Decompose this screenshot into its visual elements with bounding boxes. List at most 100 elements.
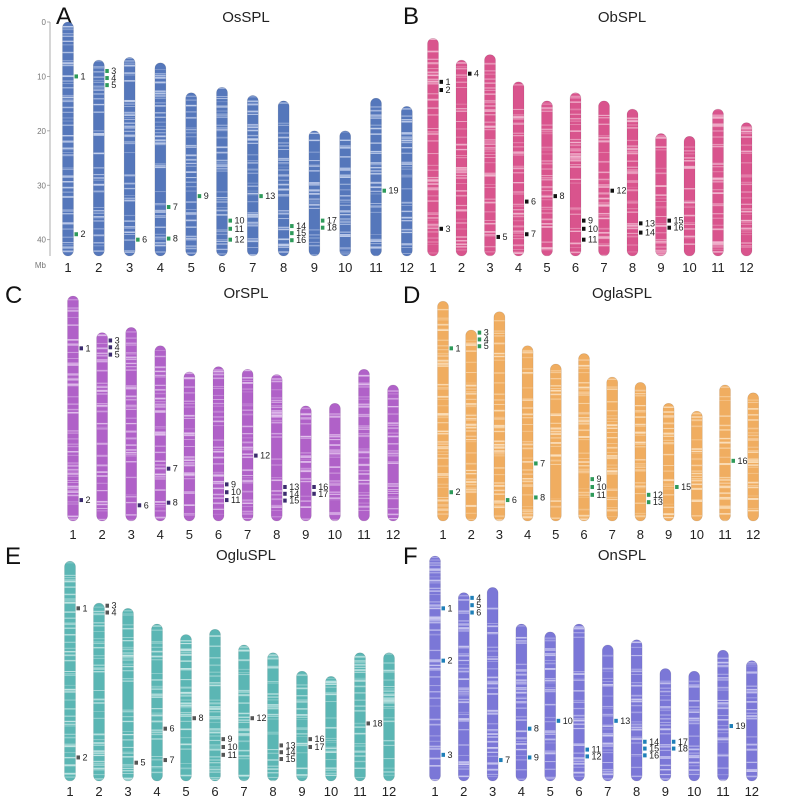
band	[401, 133, 413, 135]
band	[67, 339, 79, 341]
band	[631, 776, 643, 778]
band	[383, 693, 395, 695]
band	[484, 201, 496, 204]
band	[271, 412, 283, 414]
band	[238, 646, 250, 648]
band	[688, 774, 700, 775]
band	[429, 571, 441, 574]
gene-label: 6	[142, 235, 147, 245]
band	[238, 702, 250, 704]
band	[544, 659, 556, 662]
band	[458, 659, 470, 662]
band	[387, 454, 399, 457]
band	[124, 251, 136, 253]
chromosome-number: 12	[400, 260, 414, 275]
band	[154, 460, 166, 462]
band	[544, 780, 556, 781]
band	[64, 699, 76, 701]
band	[209, 721, 221, 723]
band	[209, 728, 221, 730]
band	[67, 503, 79, 505]
band	[278, 162, 290, 165]
gene-marker	[671, 739, 676, 744]
band	[550, 372, 562, 374]
band	[513, 235, 524, 237]
band	[213, 475, 224, 477]
band	[541, 103, 553, 105]
band	[522, 373, 534, 375]
band	[627, 148, 638, 151]
band	[339, 211, 351, 213]
band	[125, 395, 137, 397]
band	[62, 224, 74, 226]
band	[213, 493, 224, 496]
gene-marker	[449, 490, 453, 495]
band	[712, 125, 724, 128]
band	[634, 512, 646, 515]
band	[627, 139, 638, 142]
band	[627, 190, 638, 192]
gene-label: 12	[235, 235, 245, 245]
band	[339, 221, 351, 223]
band	[427, 231, 439, 233]
gene-marker	[197, 194, 202, 199]
band	[712, 117, 724, 119]
chromosome-number: 7	[240, 784, 247, 799]
chromosome-outline	[247, 95, 259, 257]
band	[124, 113, 136, 115]
band	[209, 762, 221, 764]
band	[544, 662, 556, 665]
band	[741, 203, 752, 205]
band	[296, 733, 308, 735]
chromosome-4: 478	[521, 345, 545, 542]
band	[541, 146, 553, 149]
band	[427, 179, 439, 181]
band	[242, 388, 254, 390]
band	[606, 473, 618, 475]
band	[185, 190, 197, 192]
band	[247, 138, 259, 140]
chromosome-bands	[578, 359, 590, 521]
band	[67, 432, 79, 434]
band	[267, 772, 279, 774]
gene-label: 6	[531, 197, 536, 207]
chromosome-outline	[429, 555, 441, 782]
band	[354, 705, 366, 707]
band	[663, 428, 675, 430]
band	[541, 226, 553, 228]
band	[154, 163, 166, 165]
band	[339, 253, 351, 255]
band	[339, 234, 351, 236]
band	[627, 251, 638, 253]
band	[154, 245, 166, 247]
chromosome-outline	[745, 660, 758, 782]
band	[67, 364, 79, 366]
band	[180, 652, 192, 654]
band	[427, 183, 439, 185]
band	[329, 519, 341, 522]
band	[370, 109, 382, 112]
band	[325, 683, 337, 685]
band	[62, 197, 74, 198]
band	[550, 463, 562, 465]
band	[238, 689, 250, 692]
band	[458, 695, 470, 697]
gene-marker	[74, 74, 78, 79]
band	[570, 159, 581, 162]
band	[573, 699, 585, 702]
band	[183, 458, 195, 460]
band	[401, 161, 413, 163]
band	[427, 50, 439, 53]
band	[513, 191, 524, 193]
band	[67, 485, 79, 488]
band	[746, 671, 758, 673]
band	[465, 391, 477, 393]
chromosome-body	[354, 652, 366, 781]
band	[458, 611, 470, 613]
band	[125, 385, 137, 387]
band	[522, 368, 534, 370]
band	[67, 482, 79, 483]
band	[354, 709, 366, 712]
